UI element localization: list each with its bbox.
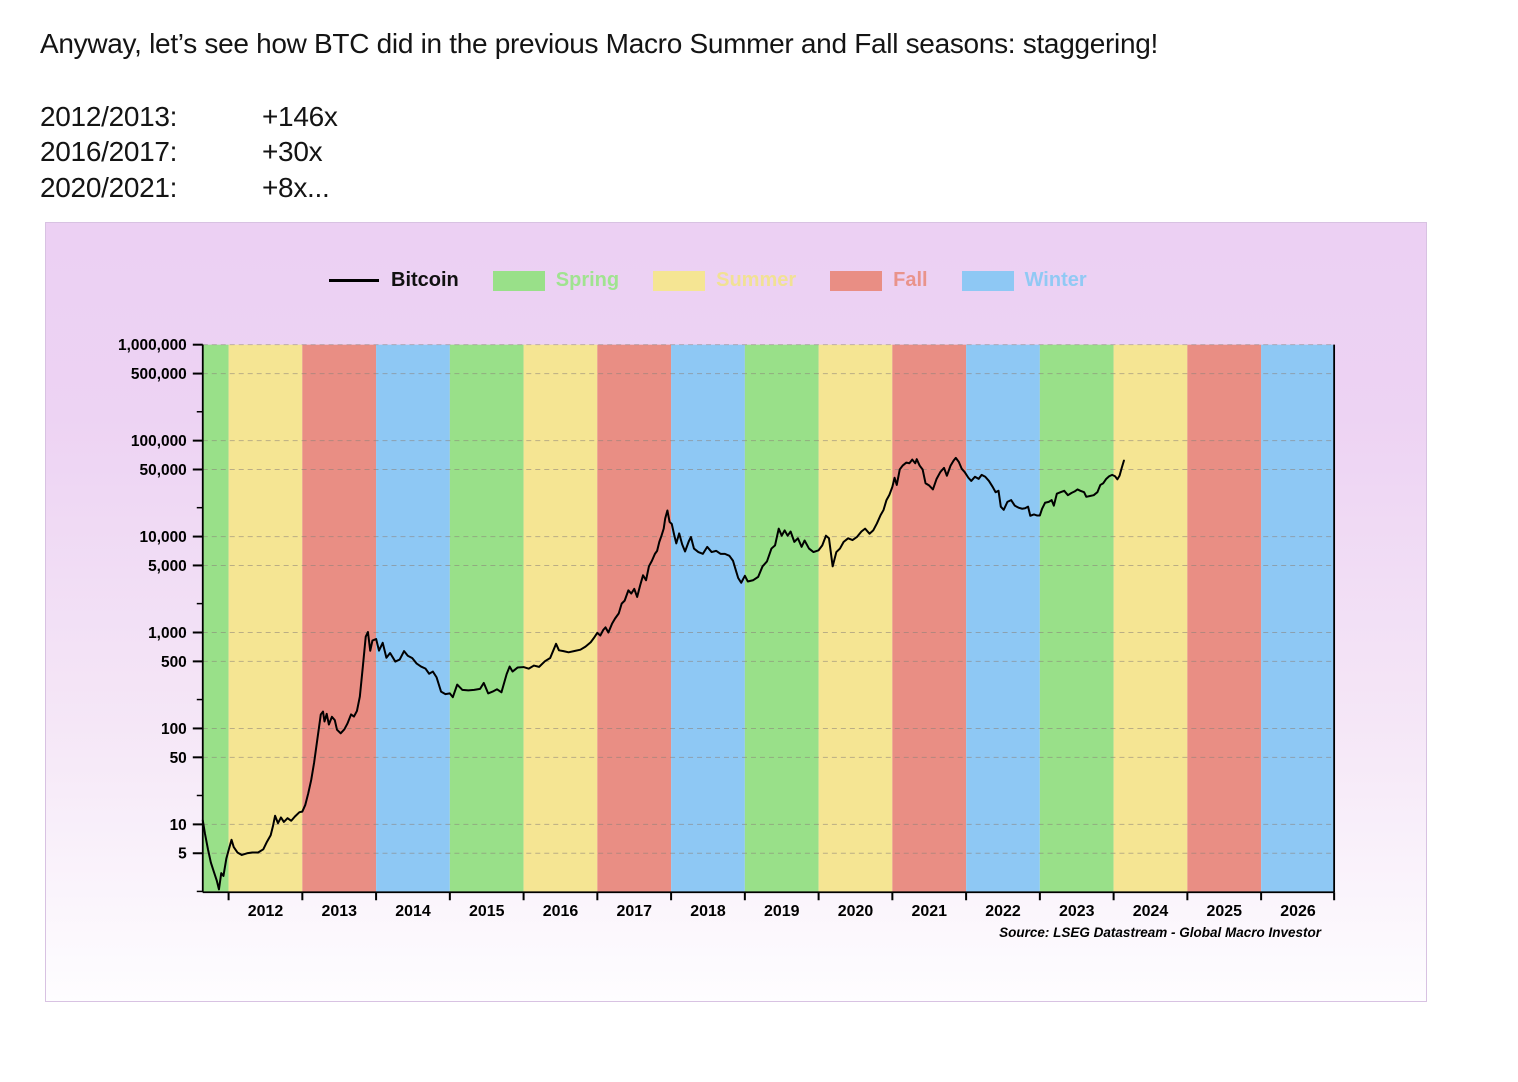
season-band-winter	[671, 344, 745, 893]
season-band-summer	[818, 344, 893, 893]
x-axis-year-label: 2020	[838, 903, 874, 920]
season-band-winter	[1261, 344, 1335, 893]
page-title: Anyway, let’s see how BTC did in the pre…	[40, 28, 1158, 59]
x-axis-year-label: 2023	[1059, 903, 1095, 920]
y-axis-label: 50,000	[140, 462, 187, 479]
legend-label: Bitcoin	[391, 269, 459, 291]
stat-period: 2016/2017:	[40, 136, 178, 168]
y-axis-label: 1,000,000	[118, 337, 187, 354]
x-axis-year-label: 2014	[395, 903, 431, 920]
season-band-spring	[202, 344, 229, 893]
y-axis-label: 10	[170, 817, 187, 834]
stat-row: 2020/2021: +8x...	[40, 170, 338, 206]
legend-item-spring: Spring	[492, 269, 620, 292]
y-axis-label: 500,000	[131, 366, 187, 383]
x-axis-year-label: 2022	[985, 903, 1021, 920]
performance-stats: 2012/2013: +146x 2016/2017: +30x 2020/20…	[40, 99, 338, 206]
season-band-summer	[523, 344, 598, 893]
season-band-fall	[892, 344, 967, 893]
season-band-winter	[966, 344, 1040, 893]
legend-label: Fall	[893, 269, 928, 291]
x-axis-year-label: 2026	[1280, 903, 1316, 920]
y-axis-label: 5	[178, 846, 187, 863]
legend-label: Summer	[716, 269, 797, 291]
season-band-fall	[302, 344, 377, 893]
season-band-fall	[597, 344, 672, 893]
x-axis-year-label: 2025	[1206, 903, 1242, 920]
y-axis-label: 100,000	[131, 433, 187, 450]
legend-label: Winter	[1024, 269, 1087, 291]
season-band-spring	[449, 344, 524, 893]
season-band-summer	[1113, 344, 1188, 893]
y-axis-label: 100	[161, 721, 187, 738]
y-axis-label: 10,000	[140, 529, 187, 546]
y-axis-label: 50	[170, 750, 187, 767]
bitcoin-line-swatch	[329, 279, 379, 282]
x-axis-year-label: 2021	[911, 903, 947, 920]
x-axis-year-label: 2016	[543, 903, 579, 920]
x-axis-year-label: 2019	[764, 903, 800, 920]
stat-row: 2016/2017: +30x	[40, 135, 338, 171]
legend-label: Spring	[555, 269, 620, 291]
winter-color-swatch	[961, 270, 1014, 291]
chart-panel: 1,000,000 500,000 100,000 50,000 10,000 5,000…	[45, 222, 1427, 1002]
bitcoin-seasons-chart: 1,000,000 500,000 100,000 50,000 10,000 5,000…	[118, 337, 1336, 920]
summer-color-swatch	[653, 270, 706, 291]
y-axis-label: 500	[161, 654, 187, 671]
stat-period: 2020/2021:	[40, 171, 178, 203]
spring-color-swatch	[492, 270, 545, 291]
season-band-spring	[744, 344, 819, 893]
legend-item-summer: Summer	[653, 269, 796, 292]
chart-legend: Bitcoin Spring Summer Fall Winter	[329, 269, 1121, 292]
x-axis-year-label: 2017	[616, 903, 652, 920]
y-axis-label: 5,000	[148, 558, 187, 575]
x-axis-year-label: 2013	[321, 903, 357, 920]
season-band-winter	[376, 344, 450, 893]
stat-row: 2012/2013: +146x	[40, 99, 338, 135]
season-band-summer	[228, 344, 303, 893]
x-axis-year-label: 2018	[690, 903, 726, 920]
y-axis-label: 1,000	[148, 625, 187, 642]
fall-color-swatch	[830, 270, 883, 291]
x-axis-year-label: 2015	[469, 903, 505, 920]
legend-item-winter: Winter	[961, 269, 1087, 292]
stat-period: 2012/2013:	[40, 100, 178, 132]
x-axis-year-label: 2024	[1133, 903, 1169, 920]
stat-gain: +146x	[262, 100, 338, 132]
legend-item-fall: Fall	[830, 269, 928, 292]
season-band-fall	[1187, 344, 1262, 893]
x-axis-year-label: 2012	[248, 903, 284, 920]
bitcoin-line	[201, 456, 1125, 891]
season-band-spring	[1039, 344, 1114, 893]
source-credit: Source: LSEG Datastream - Global Macro I…	[999, 925, 1321, 940]
stat-gain: +8x...	[262, 171, 330, 203]
legend-item-bitcoin: Bitcoin	[329, 269, 459, 292]
stat-gain: +30x	[262, 136, 323, 168]
